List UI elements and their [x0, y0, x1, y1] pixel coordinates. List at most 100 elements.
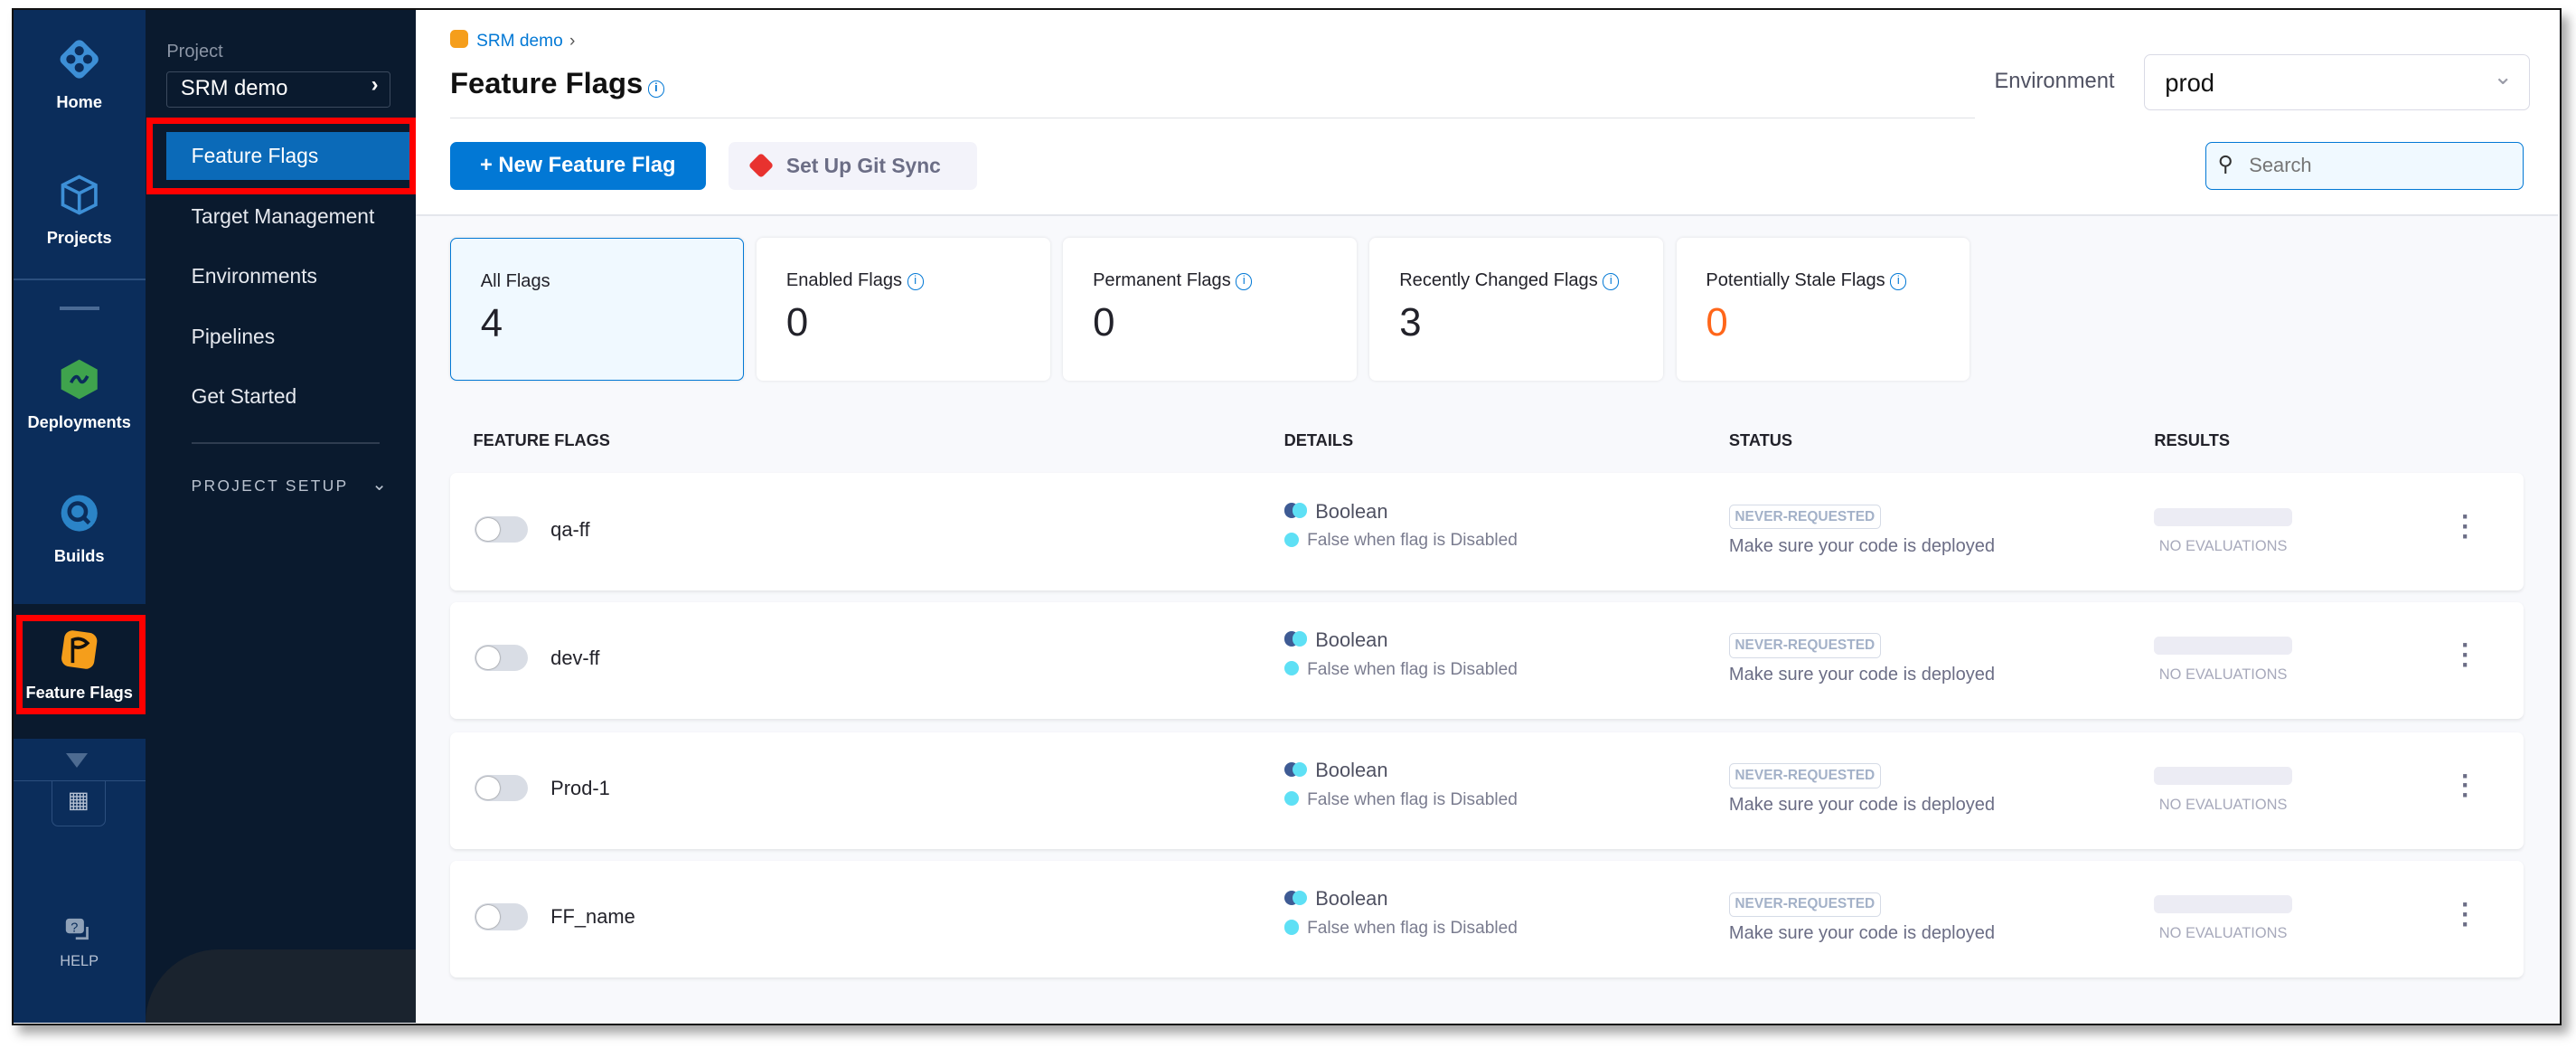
sidebar-item-target-management[interactable]: Target Management [191, 204, 375, 229]
rail-label: Projects [46, 227, 112, 247]
flag-type: Boolean [1283, 758, 1388, 782]
info-icon[interactable]: i [1236, 273, 1253, 290]
caret-down-icon[interactable] [66, 753, 89, 769]
flag-type-label: Boolean [1315, 887, 1388, 911]
variation-dot-icon [1283, 532, 1299, 548]
rail-lower [13, 739, 146, 1023]
nav-rail: Home Projects Deployments Builds Feature… [13, 10, 146, 1023]
more-options-icon[interactable]: · · · [2461, 631, 2470, 681]
status-note: Make sure your code is deployed [1728, 535, 1996, 556]
rail-label: Feature Flags [25, 683, 133, 703]
status-note: Make sure your code is deployed [1728, 664, 1996, 685]
table-row[interactable]: qa-ff Boolean False when flag is Disable… [449, 473, 2524, 590]
table-row[interactable]: FF_name Boolean False when flag is Disab… [449, 860, 2524, 978]
results-text: NO EVALUATIONS [2158, 666, 2288, 683]
breadcrumb[interactable]: SRM demo › [449, 29, 575, 52]
flag-type-label: Boolean [1315, 758, 1388, 781]
card-recently-changed-flags[interactable]: Recently Changed Flags i 3 [1369, 237, 1663, 382]
git-icon [747, 153, 774, 179]
rail-item-projects[interactable]: Projects [14, 172, 146, 248]
card-value: 3 [1399, 300, 1422, 345]
card-potentially-stale-flags[interactable]: Potentially Stale Flags i 0 [1676, 237, 1970, 382]
divider [449, 117, 1975, 119]
more-options-icon[interactable]: · · · [2461, 890, 2470, 939]
flag-name[interactable]: Prod-1 [550, 776, 610, 799]
breadcrumb-link[interactable]: SRM demo [476, 32, 563, 52]
apps-grid-icon[interactable]: ▦ [51, 781, 106, 826]
flag-toggle[interactable] [475, 645, 528, 672]
more-options-icon[interactable]: · · · [2461, 503, 2470, 552]
sidebar-item-pipelines[interactable]: Pipelines [191, 325, 276, 349]
search-input[interactable] [2249, 151, 2513, 180]
rail-item-home[interactable]: Home [14, 36, 146, 112]
sidebar-item-environments[interactable]: Environments [191, 263, 317, 288]
column-header-feature-flags: FEATURE FLAGS [473, 430, 610, 450]
info-icon[interactable]: i [907, 273, 924, 290]
card-value: 0 [1093, 300, 1115, 345]
info-icon[interactable]: i [1603, 273, 1620, 290]
boolean-icon [1292, 631, 1308, 647]
rail-item-builds[interactable]: Builds [14, 490, 146, 566]
help-label: HELP [60, 953, 99, 970]
project-selector[interactable]: SRM demo › [166, 71, 391, 108]
sidebar-item-get-started[interactable]: Get Started [191, 384, 297, 409]
card-label: Recently Changed Flags [1399, 270, 1598, 291]
card-enabled-flags[interactable]: Enabled Flags i 0 [757, 237, 1050, 382]
status-badge: NEVER-REQUESTED [1728, 892, 1881, 917]
results-text: NO EVALUATIONS [2158, 925, 2288, 942]
rail-label: Deployments [27, 412, 131, 431]
environment-value: prod [2165, 68, 2214, 97]
card-permanent-flags[interactable]: Permanent Flags i 0 [1063, 237, 1357, 382]
variation-dot-icon [1283, 920, 1299, 935]
app-window: Home Projects Deployments Builds Feature… [11, 8, 2562, 1026]
flag-detail-text: False when flag is Disabled [1307, 659, 1518, 679]
flag-toggle[interactable] [475, 515, 528, 543]
page-title: Feature Flags i [450, 66, 664, 100]
flag-toggle[interactable] [475, 775, 528, 802]
flag-name[interactable]: qa-ff [550, 517, 590, 541]
flag-name[interactable]: FF_name [550, 905, 635, 929]
help-button[interactable]: ? HELP [14, 917, 146, 970]
more-options-icon[interactable]: · · · [2461, 761, 2470, 811]
boolean-icon [1292, 503, 1308, 518]
search-field[interactable]: ⚲ [2205, 141, 2524, 190]
divider [13, 279, 146, 281]
results-bar [2154, 895, 2293, 914]
info-icon[interactable]: i [647, 80, 664, 98]
status-badge: NEVER-REQUESTED [1728, 505, 1881, 530]
project-value: SRM demo [180, 77, 288, 101]
new-feature-flag-button[interactable]: + New Feature Flag [449, 141, 706, 190]
flag-detail: False when flag is Disabled [1283, 531, 1518, 551]
project-setup-label: PROJECT SETUP [191, 477, 349, 496]
flag-type: Boolean [1283, 499, 1388, 524]
environment-select[interactable]: prod ⌄ [2144, 54, 2531, 111]
flag-type-label: Boolean [1315, 499, 1388, 523]
table-row[interactable]: dev-ff Boolean False when flag is Disabl… [449, 601, 2524, 720]
project-sidebar: Project SRM demo › Feature Flags Target M… [145, 10, 416, 1023]
card-all-flags[interactable]: All Flags 4 [449, 237, 744, 382]
sidebar-item-feature-flags[interactable]: Feature Flags [166, 132, 416, 180]
svg-text:?: ? [71, 921, 79, 935]
highlight-box [16, 615, 146, 714]
table-row[interactable]: Prod-1 Boolean False when flag is Disabl… [449, 732, 2524, 850]
rail-item-feature-flags[interactable]: Feature Flags [14, 627, 146, 703]
divider [59, 307, 99, 310]
status-badge: NEVER-REQUESTED [1728, 763, 1881, 788]
chevron-down-icon: ⌄ [2493, 64, 2513, 90]
card-label: Permanent Flags [1093, 270, 1231, 291]
column-header-status: STATUS [1728, 430, 1793, 450]
flag-detail: False when flag is Disabled [1283, 790, 1518, 810]
rail-item-deployments[interactable]: Deployments [14, 356, 146, 432]
git-sync-label: Set Up Git Sync [785, 153, 941, 177]
rail-label: Builds [53, 545, 105, 565]
divider [13, 779, 146, 782]
decorative-shape [145, 949, 416, 1023]
flag-type: Boolean [1283, 887, 1388, 911]
status-note: Make sure your code is deployed [1728, 923, 1996, 944]
project-setup-toggle[interactable]: PROJECT SETUP ⌄ [191, 475, 390, 496]
card-label: Potentially Stale Flags [1706, 270, 1885, 291]
git-sync-button[interactable]: Set Up Git Sync [729, 141, 978, 190]
flag-name[interactable]: dev-ff [550, 646, 600, 669]
info-icon[interactable]: i [1890, 273, 1907, 290]
flag-toggle[interactable] [475, 903, 528, 930]
